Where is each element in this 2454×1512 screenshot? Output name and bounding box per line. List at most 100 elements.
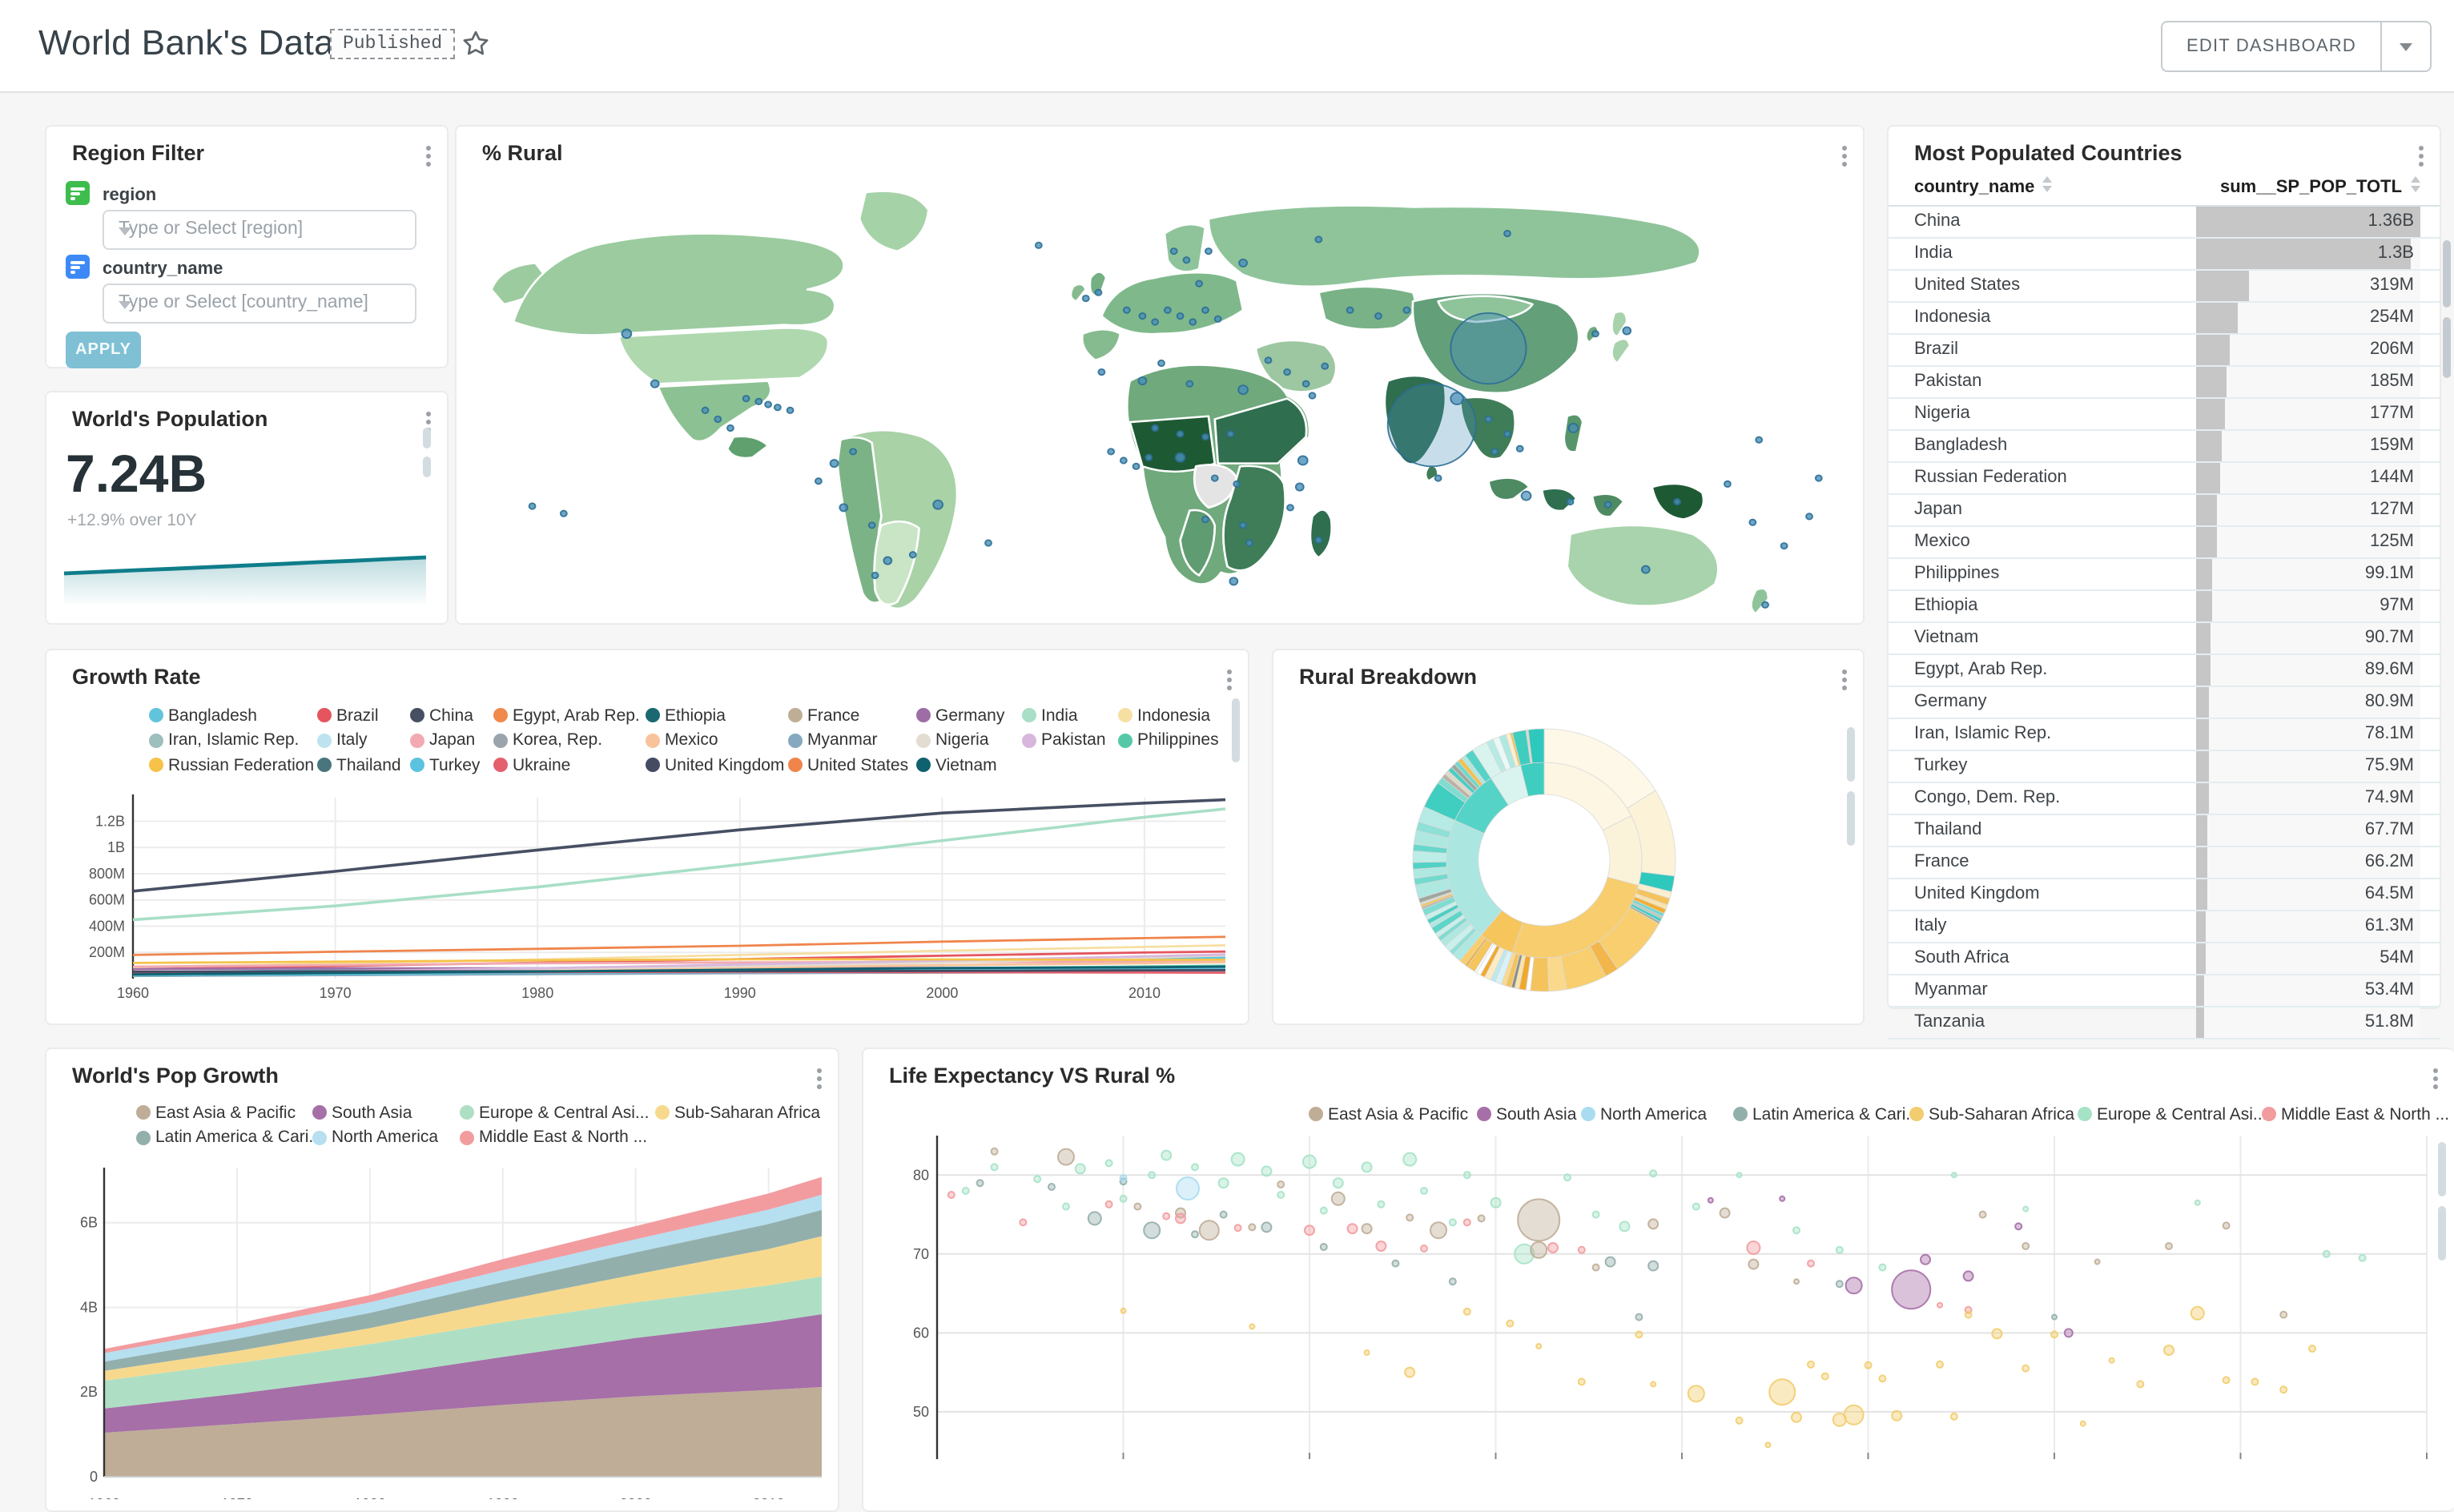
page-title: World Bank's Data [38,22,334,62]
page-scrollbar-thumb[interactable] [2443,317,2451,378]
legend-item[interactable]: Latin America & Cari... [136,1128,323,1148]
value-bar [2196,847,2207,878]
legend-item[interactable]: Germany [916,706,1022,726]
kebab-menu-icon[interactable] [1842,670,1847,674]
kebab-menu-icon[interactable] [1227,670,1232,674]
legend-item[interactable]: Pakistan [1022,731,1118,750]
legend-item[interactable]: France [788,706,916,726]
legend-item[interactable]: Ethiopia [646,706,788,726]
svg-text:2010: 2010 [753,1496,785,1499]
table-row: Bangladesh 159M [1889,431,2440,463]
value-bar [2196,975,2205,1006]
kebab-menu-icon[interactable] [426,146,431,151]
legend-item[interactable]: Turkey [410,756,493,775]
column-header-country[interactable]: country_name [1914,176,2054,197]
legend-item[interactable]: Mexico [646,731,788,750]
legend-item[interactable]: Indonesia [1118,706,1219,726]
legend-item[interactable]: South Asia [1477,1105,1581,1124]
country-cell: Turkey [1914,756,1968,775]
value-bar [2196,911,2207,942]
legend-item[interactable]: United Kingdom [646,756,788,775]
legend-dot-icon [2078,1107,2092,1122]
legend-item[interactable]: Europe & Central Asi... [460,1104,655,1123]
legend-item[interactable]: Korea, Rep. [493,731,646,750]
legend-label: Egypt, Arab Rep. [513,706,640,726]
filter-icon [66,181,90,205]
country-cell: France [1914,852,1969,871]
table-row: Pakistan 185M [1889,367,2440,399]
scrollbar-thumb[interactable] [1847,791,1855,846]
edit-dashboard-button[interactable]: EDIT DASHBOARD [2161,21,2380,72]
world-map[interactable] [469,175,1853,617]
country-cell: Russian Federation [1914,468,2067,487]
panel-title: Rural Breakdown [1299,665,1478,689]
legend-item[interactable]: Ukraine [493,756,646,775]
scrollbar-thumb[interactable] [2438,1206,2446,1261]
legend-item[interactable]: Middle East & North ... [460,1128,655,1148]
value-bar [2196,1007,2205,1038]
kebab-menu-icon[interactable] [2433,1068,2438,1073]
table-body: China 1.36B India 1.3B United States 319M Indo… [1889,207,2440,1040]
legend-dot-icon [1118,733,1132,748]
scrollbar-thumb[interactable] [1847,727,1855,782]
legend-item[interactable]: East Asia & Pacific [136,1104,312,1123]
legend-item[interactable]: Sub-Saharan Africa [655,1104,820,1123]
legend-dot-icon [1309,1107,1323,1122]
legend-item[interactable]: Vietnam [916,756,1022,775]
legend-item[interactable]: Egypt, Arab Rep. [493,706,646,726]
legend-item[interactable]: Latin America & Cari... [1733,1105,1920,1124]
legend-item[interactable]: Bangladesh [149,706,317,726]
legend-item[interactable]: Myanmar [788,731,916,750]
scrollbar-thumb[interactable] [1232,698,1240,762]
legend-item[interactable]: Iran, Islamic Rep. [149,731,317,750]
country-cell: United Kingdom [1914,884,2040,903]
legend-item[interactable]: Sub-Saharan Africa [1909,1105,2078,1124]
country-cell: Mexico [1914,532,1970,551]
country-name-select[interactable]: Type or Select [country_name] [103,284,416,324]
country-cell: Pakistan [1914,372,1982,391]
population-cell: 177M [2196,399,2420,429]
page-scrollbar-thumb[interactable] [2443,240,2451,308]
scrollbar-thumb[interactable] [423,456,431,477]
favorite-star-icon[interactable] [461,29,490,58]
kebab-menu-icon[interactable] [426,412,431,416]
legend-item[interactable]: United States [788,756,916,775]
legend-item[interactable]: Philippines [1118,731,1219,750]
scrollbar-thumb[interactable] [423,428,431,448]
edit-dashboard-menu-button[interactable] [2380,21,2432,72]
population-cell: 97M [2196,591,2420,621]
kebab-menu-icon[interactable] [2419,146,2424,151]
column-header-population[interactable]: sum__SP_POP_TOTL [2220,176,2421,197]
published-badge[interactable]: Published [330,29,456,59]
svg-text:1960: 1960 [117,985,149,1001]
region-select[interactable]: Type or Select [region] [103,210,416,250]
legend-label: Middle East & North ... [479,1128,648,1148]
scrollbar-thumb[interactable] [2438,1142,2446,1196]
legend-item[interactable]: Brazil [317,706,410,726]
legend-item[interactable]: North America [312,1128,460,1148]
legend-item[interactable]: Japan [410,731,493,750]
legend-item[interactable]: East Asia & Pacific [1309,1105,1477,1124]
legend-item[interactable]: Middle East & North ... [2262,1105,2449,1124]
legend-label: Vietnam [935,755,997,775]
table-row: Brazil 206M [1889,335,2440,367]
kebab-menu-icon[interactable] [1842,146,1847,151]
value-bar [2196,303,2239,333]
legend-item[interactable]: Russian Federation [149,756,317,775]
legend-item[interactable]: India [1022,706,1118,726]
legend-item[interactable]: China [410,706,493,726]
legend-dot-icon [410,758,424,773]
value-bar [2196,719,2209,750]
value-bar [2196,271,2249,301]
legend-item[interactable]: Italy [317,731,410,750]
legend-item[interactable]: North America [1581,1105,1733,1124]
country-cell: Congo, Dem. Rep. [1914,788,2061,807]
legend-item[interactable]: Thailand [317,756,410,775]
legend-item[interactable]: Europe & Central Asi... [2078,1105,2267,1124]
apply-button[interactable]: APPLY [66,332,141,368]
value-bar [2196,815,2207,846]
legend-dot-icon [1581,1107,1595,1122]
legend-item[interactable]: South Asia [312,1104,460,1123]
kebab-menu-icon[interactable] [817,1068,822,1073]
legend-item[interactable]: Nigeria [916,731,1022,750]
